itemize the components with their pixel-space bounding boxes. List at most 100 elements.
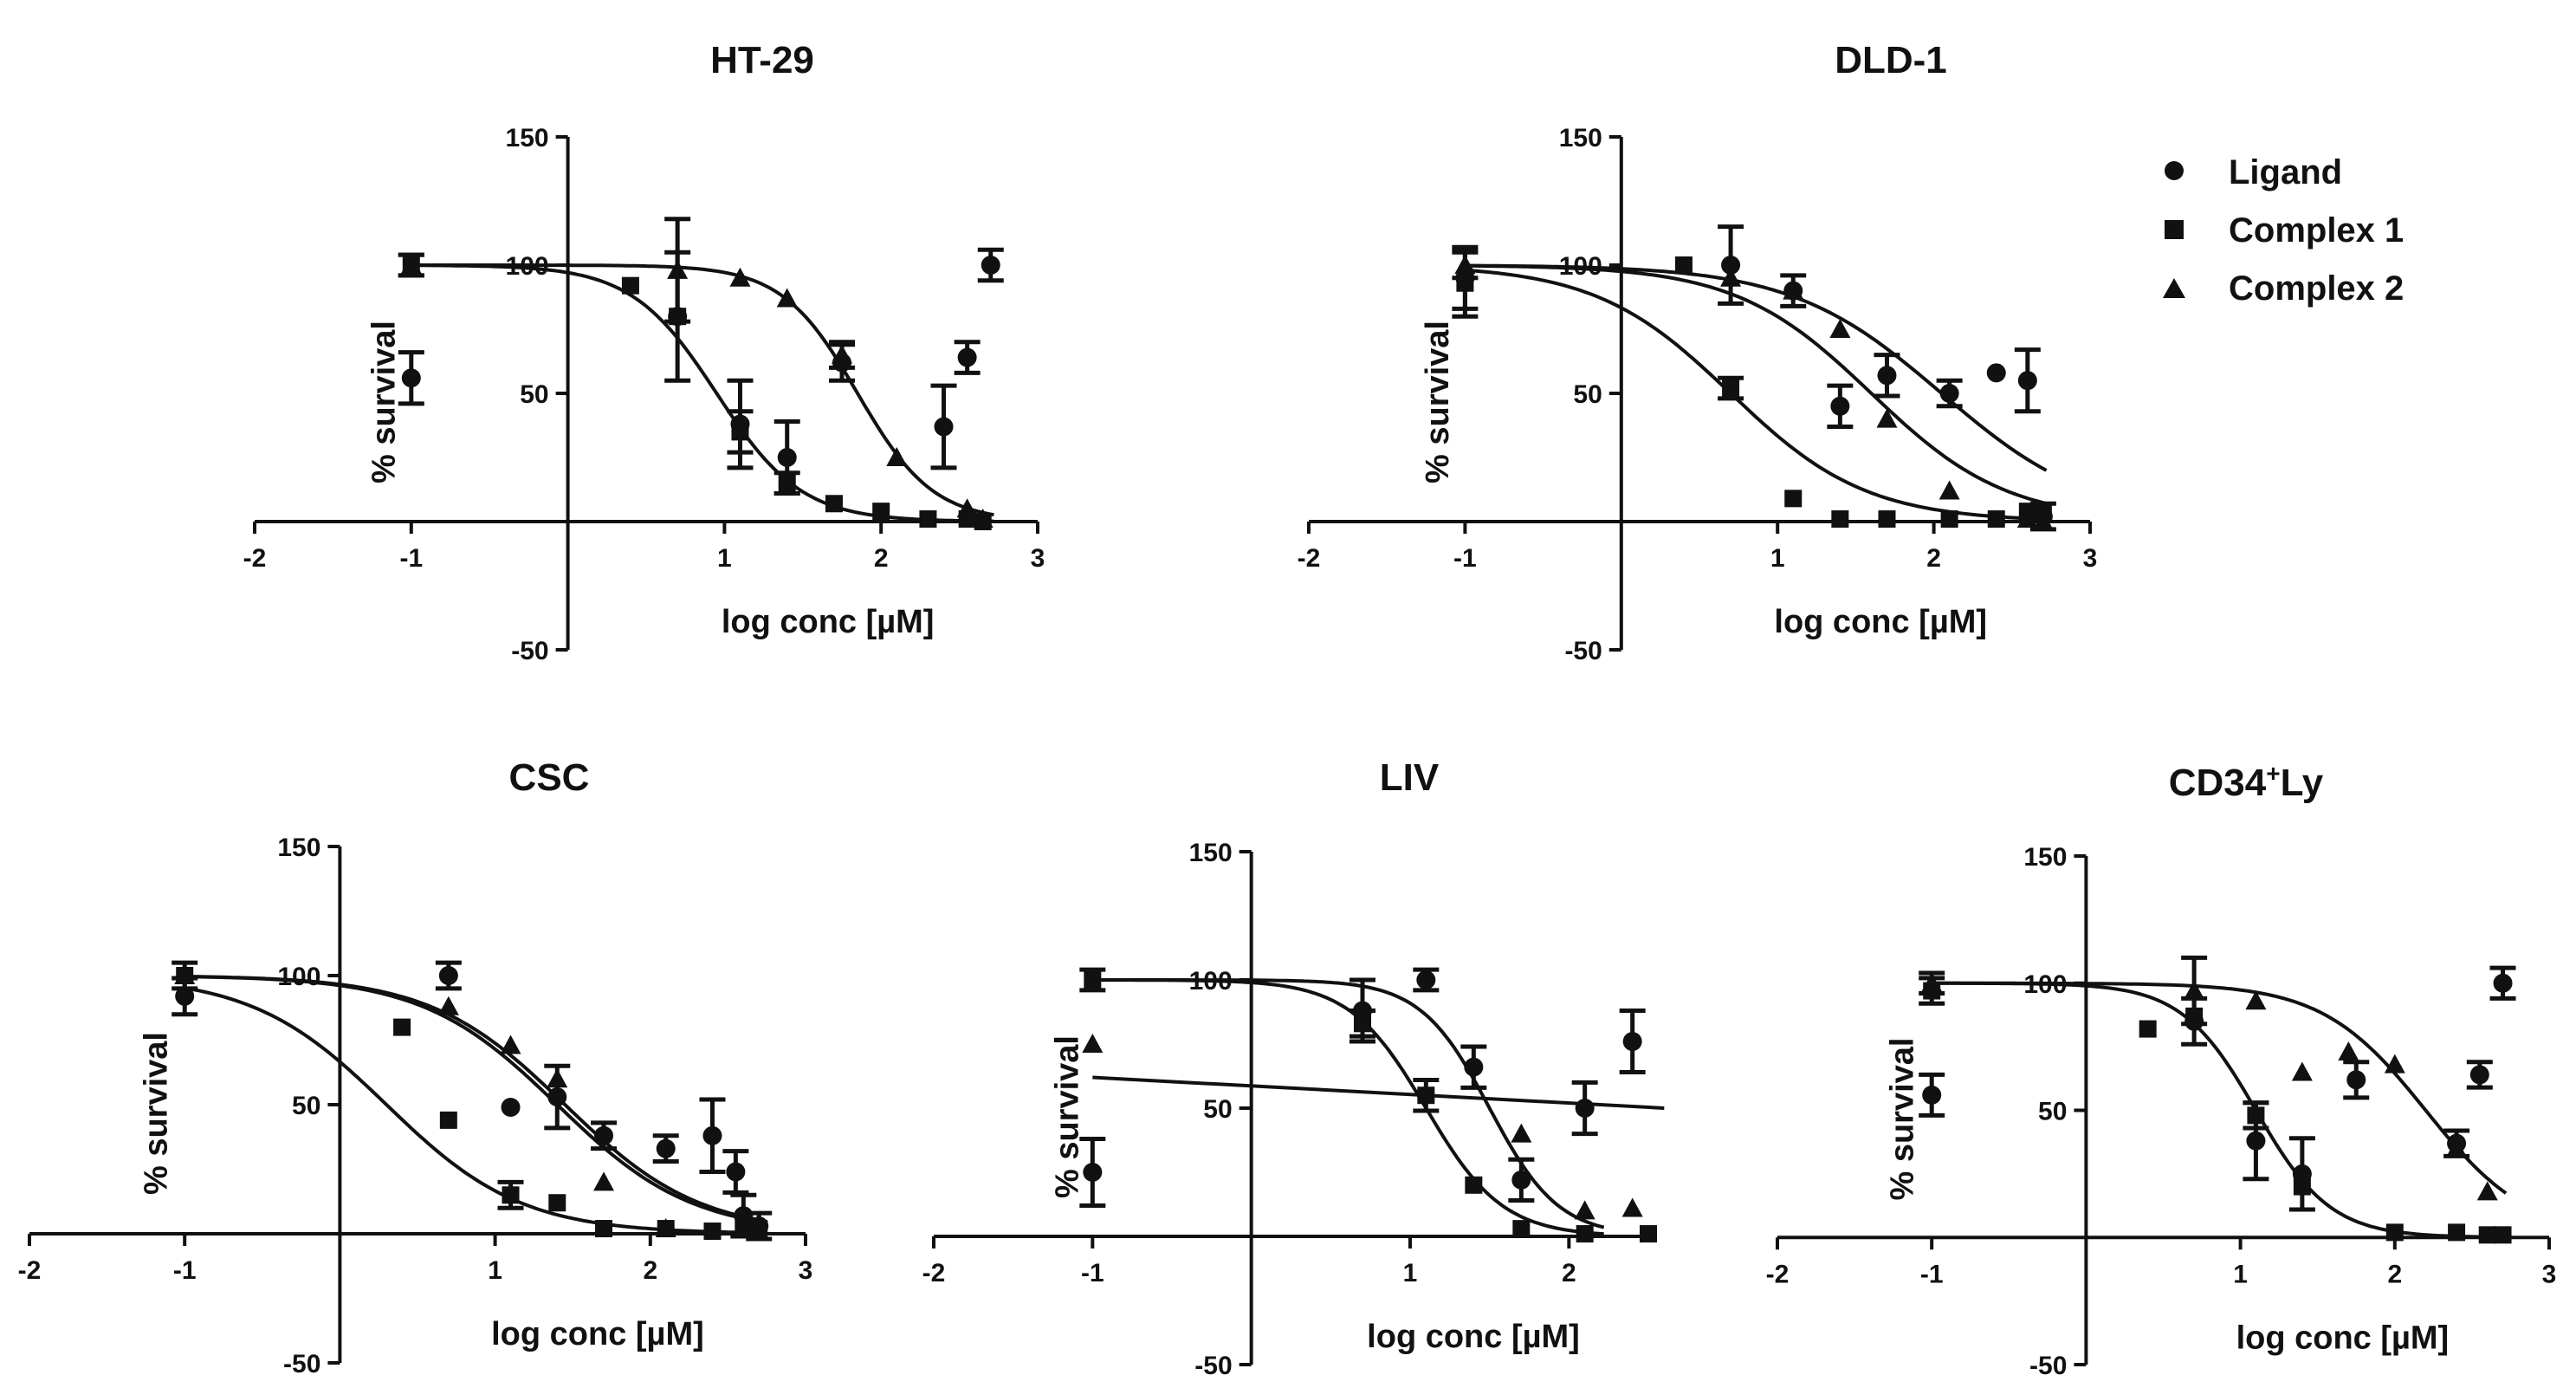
x-tick-label: 3 <box>2542 1260 2557 1288</box>
data-point-complex-1 <box>393 1018 411 1036</box>
data-point-complex-1 <box>1987 510 2005 529</box>
data-point-ligand <box>2246 1131 2266 1151</box>
data-point-complex-1 <box>872 503 890 521</box>
data-point-complex-2 <box>2446 1138 2468 1158</box>
data-point-ligand <box>1575 1099 1595 1118</box>
y-tick-label: 50 <box>292 1092 320 1120</box>
data-point-complex-2 <box>400 255 422 274</box>
series-complex-2 <box>1452 250 2054 530</box>
data-point-ligand <box>1721 256 1741 275</box>
chart-title: CSC <box>509 756 590 799</box>
series-complex-1 <box>1079 967 1657 1243</box>
data-point-complex-2 <box>2476 1181 2498 1201</box>
y-tick-label: -50 <box>511 637 548 665</box>
data-point-ligand <box>1464 1057 1484 1077</box>
data-point-complex-1 <box>2247 1106 2265 1125</box>
y-tick-label: 150 <box>2023 843 2067 872</box>
data-point-complex-2 <box>1783 280 1804 300</box>
fit-curve-complex-2 <box>1932 981 2508 1195</box>
data-point-complex-2 <box>1511 1123 1532 1143</box>
data-point-complex-1 <box>825 495 843 513</box>
data-point-ligand <box>934 417 954 437</box>
data-point-complex-1 <box>2494 1226 2512 1244</box>
data-point-complex-2 <box>1621 1197 1643 1217</box>
legend-marker-complex-1 <box>2165 220 2184 239</box>
data-point-ligand <box>1939 384 1959 403</box>
series-complex-2 <box>398 217 994 529</box>
data-point-ligand <box>726 1162 746 1182</box>
panel-2: CSC -2 -1 1 2 3 -50 50 100 150 log conc [µM] % surv… <box>18 756 813 1378</box>
data-point-complex-2 <box>2032 511 2054 530</box>
data-point-complex-2 <box>972 509 994 529</box>
data-point-complex-1 <box>1354 1015 1371 1033</box>
y-tick-label: -50 <box>283 1350 320 1378</box>
data-point-complex-2 <box>729 267 751 287</box>
data-point-complex-1 <box>919 510 937 529</box>
data-point-complex-2 <box>733 1218 754 1238</box>
data-point-ligand <box>1511 1170 1531 1190</box>
data-point-complex-2 <box>956 498 978 518</box>
data-point-complex-2 <box>2245 990 2267 1010</box>
x-tick-label: 2 <box>874 544 889 573</box>
x-tick-label: 1 <box>2233 1260 2248 1288</box>
series-complex-2 <box>174 965 763 1238</box>
data-point-ligand <box>594 1125 614 1145</box>
data-point-complex-2 <box>886 447 908 466</box>
x-tick-label: 1 <box>1403 1259 1418 1287</box>
data-point-complex-2 <box>1876 408 1898 428</box>
data-point-ligand <box>1622 1032 1642 1052</box>
series-ligand <box>1452 224 2056 532</box>
x-tick-label: -2 <box>922 1259 946 1287</box>
x-tick-label: -1 <box>1081 1259 1104 1287</box>
y-tick-label: 50 <box>2038 1098 2067 1126</box>
y-tick-label: -50 <box>1564 637 1602 665</box>
series-complex-2 <box>1082 1034 1665 1220</box>
data-point-complex-2 <box>1082 1034 1104 1053</box>
fit-curve-ligand <box>1465 263 2048 472</box>
data-point-ligand <box>702 1125 722 1145</box>
data-point-complex-2 <box>1454 255 1476 274</box>
data-point-complex-1 <box>502 1186 520 1204</box>
y-tick-label: 100 <box>277 963 320 991</box>
data-point-complex-1 <box>778 474 796 492</box>
data-point-complex-2 <box>1921 972 1943 992</box>
y-axis-label: % survival <box>366 321 403 483</box>
data-point-complex-2 <box>2016 509 2038 529</box>
data-point-complex-2 <box>2384 1054 2405 1073</box>
legend: Ligand Complex 1 Complex 2 <box>2163 153 2404 308</box>
chart-title: CD34+Ly <box>2169 760 2324 804</box>
data-point-complex-1 <box>1784 490 1803 508</box>
data-point-complex-1 <box>1576 1225 1594 1243</box>
fit-curve-complex-1 <box>411 263 994 523</box>
chart-title: HT-29 <box>710 39 814 81</box>
data-point-complex-2 <box>500 1035 521 1054</box>
x-tick-label: -2 <box>1298 544 1321 573</box>
fit-curve-complex-2 <box>1465 263 2047 506</box>
fit-curve-complex-1 <box>1092 978 1604 1236</box>
x-tick-label: -1 <box>173 1256 197 1285</box>
data-point-complex-2 <box>174 965 196 984</box>
data-point-complex-2 <box>1574 1200 1595 1220</box>
data-point-complex-2 <box>593 1171 615 1191</box>
y-tick-label: 50 <box>520 380 548 409</box>
data-point-complex-1 <box>703 1223 722 1241</box>
data-point-complex-2 <box>1829 319 1851 338</box>
y-tick-label: 150 <box>506 124 549 152</box>
data-point-ligand <box>401 368 421 388</box>
data-point-complex-2 <box>1938 480 1960 500</box>
data-point-complex-1 <box>2293 1177 2311 1196</box>
x-tick-label: -2 <box>243 544 267 573</box>
x-tick-label: 2 <box>643 1256 657 1285</box>
x-tick-label: -1 <box>1920 1260 1944 1288</box>
legend-marker-ligand <box>2165 161 2184 180</box>
y-tick-label: 150 <box>1189 839 1233 867</box>
y-axis-label: % survival <box>1050 1035 1086 1198</box>
x-tick-label: 3 <box>1031 544 1045 573</box>
data-point-complex-2 <box>2338 1041 2359 1060</box>
data-point-complex-1 <box>1512 1220 1531 1238</box>
